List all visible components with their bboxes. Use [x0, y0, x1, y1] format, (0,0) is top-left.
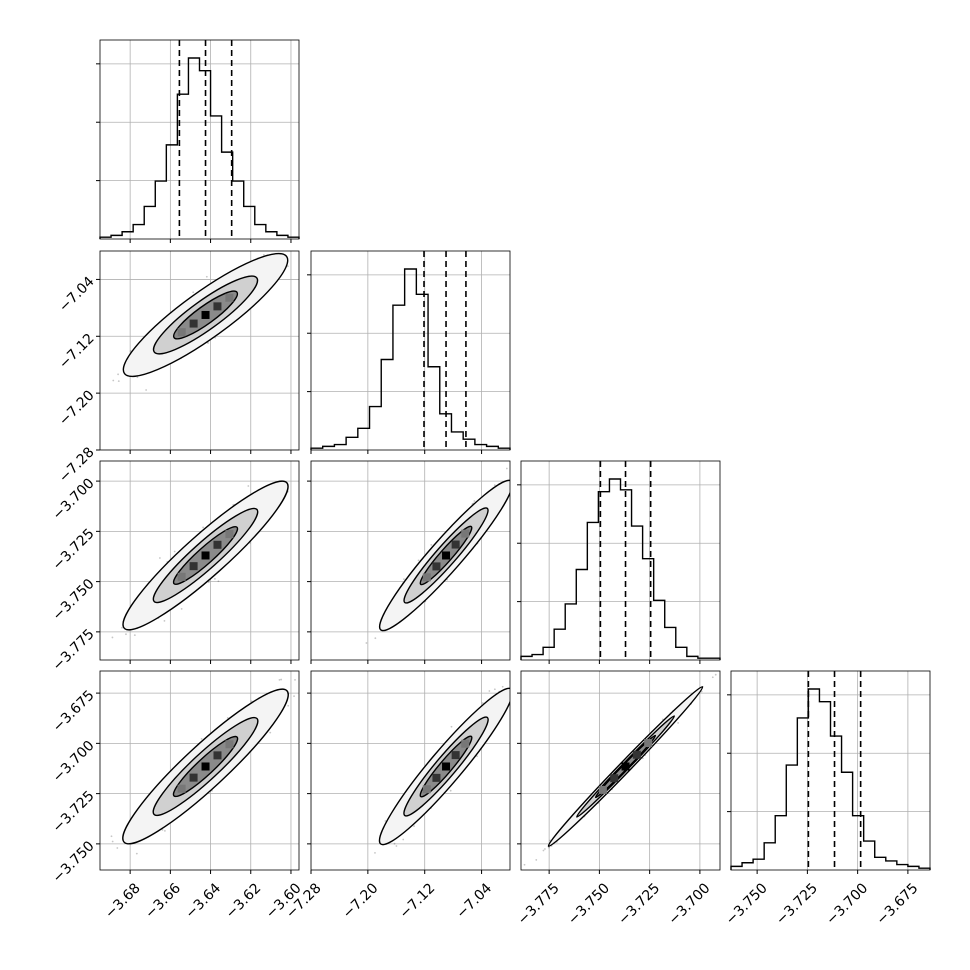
- hist-3-frame: [730, 670, 931, 871]
- panel-2-1-core-4: [461, 529, 470, 538]
- panel-1-0-core-4: [225, 293, 234, 302]
- panel-1-0-point: [192, 291, 195, 294]
- panel-2-1-point: [417, 559, 420, 562]
- panel-3-0-point: [111, 840, 114, 843]
- panel-2-0-core-4: [225, 530, 234, 539]
- panel-2-0-point: [121, 626, 123, 629]
- panel-2-0-point: [247, 485, 250, 487]
- panel-2-0-point: [173, 550, 176, 553]
- hist-2-steps: [520, 478, 721, 660]
- panel-1-0-point: [262, 253, 265, 256]
- panel-2-0-core-3: [213, 540, 222, 549]
- panel-3-0-point: [110, 835, 113, 838]
- panel-2-0-core-1: [189, 562, 198, 571]
- panel-2-1-content: [311, 452, 528, 660]
- panel-2-0-frame: [99, 460, 300, 661]
- panel-2-0-point: [163, 619, 166, 622]
- panel-2-1-point: [505, 467, 508, 470]
- panel-2-0-content: [100, 461, 299, 660]
- panel-2-0-point: [133, 634, 136, 637]
- hist-3-steps: [730, 688, 931, 870]
- panel-2-1-core-2: [442, 551, 451, 560]
- panel-1-0-point: [320, 234, 322, 236]
- panel-1-0-point: [302, 239, 304, 241]
- panel-2-0-point: [214, 577, 216, 580]
- panel-2-1-point: [403, 578, 405, 581]
- hist-1-steps: [310, 268, 511, 450]
- hist-1-frame: [310, 250, 511, 451]
- panel-2-1-point: [522, 452, 524, 454]
- panel-2-0-point: [180, 608, 183, 610]
- panel-1-0-point: [287, 265, 289, 268]
- panel-2-1-core-0: [422, 573, 431, 582]
- panel-2-0-core-2: [201, 551, 210, 560]
- panel-2-1-point: [430, 543, 433, 546]
- panel-3-0-content: [100, 671, 299, 870]
- panel-3-0-point: [293, 695, 295, 698]
- panel-2-1-point: [365, 642, 368, 644]
- panel-2-1-core-3: [451, 540, 460, 549]
- panel-2-1-point: [374, 637, 377, 640]
- panel-1-0-core-0: [177, 328, 186, 337]
- panel-1-0-core-3: [213, 302, 222, 311]
- panel-1-0-content: [100, 234, 322, 450]
- panel-1-0-core-1: [189, 319, 198, 328]
- panel-2-0-point: [111, 636, 114, 639]
- hist-0-frame: [99, 39, 300, 240]
- panel-2-0-core-0: [177, 572, 186, 581]
- panel-2-1-point: [526, 467, 528, 469]
- panel-1-0-point: [293, 240, 295, 242]
- panel-2-1-core-1: [432, 562, 441, 571]
- panel-2-0-point: [202, 526, 205, 529]
- panel-1-0-point: [207, 342, 210, 344]
- panel-2-0-point: [207, 581, 210, 584]
- panel-2-1-frame: [310, 460, 511, 661]
- panel-2-0-point: [125, 633, 127, 636]
- hist-2-frame: [520, 460, 721, 661]
- panel-1-0-frame: [99, 250, 300, 451]
- hist-0-steps: [99, 57, 300, 239]
- panel-1-0-core-2: [201, 310, 210, 319]
- panel-3-0-point: [200, 738, 203, 740]
- panel-2-1-point: [473, 500, 476, 502]
- panel-2-0-point: [217, 580, 220, 583]
- panel-1-0-point: [145, 389, 148, 391]
- panel-1-0-point: [117, 373, 119, 376]
- panel-1-0-point: [112, 379, 115, 382]
- panel-1-0-point: [117, 380, 120, 382]
- panel-2-1-point: [516, 494, 518, 496]
- panel-1-0-point: [205, 275, 208, 278]
- panel-2-1-point: [517, 473, 519, 475]
- panel-2-1-point: [514, 468, 516, 470]
- panel-2-1-point: [493, 484, 496, 487]
- panel-2-1-point: [515, 469, 517, 471]
- panel-2-0-point: [158, 557, 161, 559]
- panel-3-0-point: [280, 678, 283, 681]
